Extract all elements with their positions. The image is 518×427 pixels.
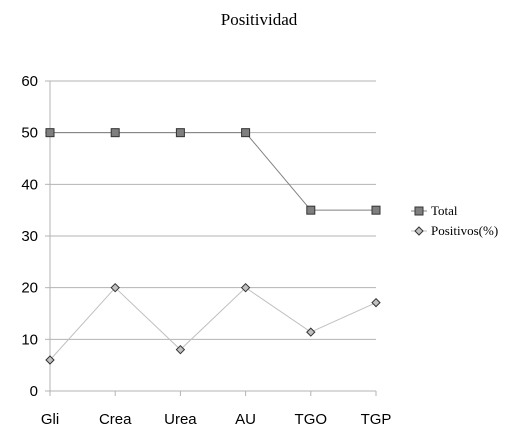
series-line-1	[49, 286, 377, 361]
y-tick-label-1: 10	[21, 331, 38, 348]
legend-label-0: Total	[431, 203, 458, 218]
series-1-point-4	[306, 327, 316, 337]
y-tick-label-2: 20	[21, 280, 38, 297]
y-tick-label-6: 60	[21, 73, 38, 90]
legend-label-1: Positivos(%)	[431, 223, 498, 238]
series-group	[45, 128, 381, 365]
y-tick-label-3: 30	[21, 228, 38, 245]
x-tick-label-1: Crea	[99, 411, 132, 427]
x-tick-label-2: Urea	[164, 411, 197, 427]
x-tick-label-5: TGP	[361, 411, 392, 427]
series-1-point-5	[371, 297, 381, 308]
series-0-point-1	[110, 128, 120, 138]
series-1-point-1	[110, 282, 120, 293]
legend: Total Positivos(%)	[411, 203, 498, 238]
x-tick-label-4: TGO	[295, 411, 328, 427]
series-1-point-2	[175, 344, 186, 355]
legend-marker-1	[414, 226, 424, 236]
y-tick-label-4: 40	[21, 176, 38, 193]
series-1-point-3	[240, 282, 251, 293]
axes	[45, 80, 377, 396]
series-1-point-0	[45, 355, 55, 365]
y-tick-label-5: 50	[21, 125, 38, 142]
x-tick-label-0: Gli	[41, 411, 59, 427]
x-tick-label-3: AU	[235, 411, 256, 427]
y-tick-label-0: 0	[30, 383, 38, 400]
series-0-point-5	[371, 205, 381, 215]
y-tick-labels: 0 10 20 30 40 50 60	[21, 73, 38, 400]
series-0-point-4	[306, 205, 316, 215]
series-line-0	[50, 132, 376, 211]
chart-title: Positividad	[221, 10, 298, 29]
legend-marker-0	[414, 206, 424, 216]
x-tick-labels: Gli Crea Urea AU TGO TGP	[41, 411, 392, 427]
series-0-point-3	[241, 128, 251, 138]
series-0-point-2	[175, 128, 185, 138]
series-0-point-0	[45, 128, 55, 138]
